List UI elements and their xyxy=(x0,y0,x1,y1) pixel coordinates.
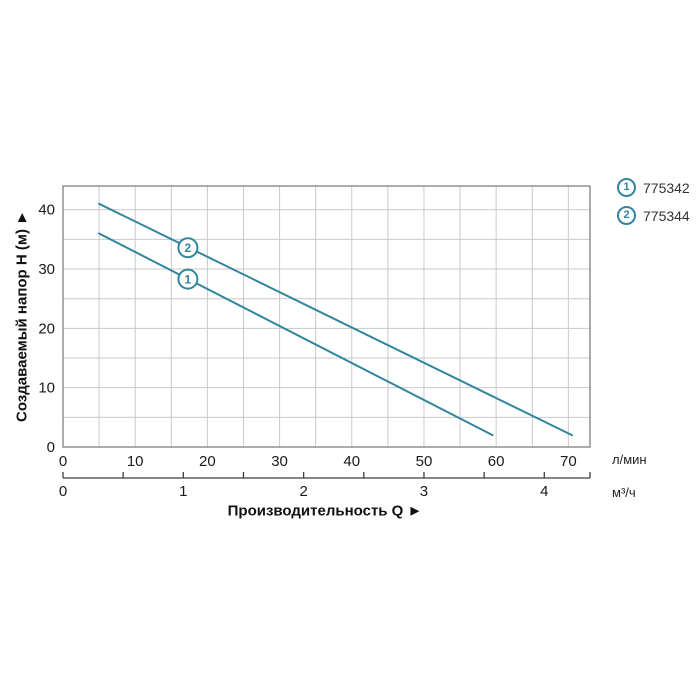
x2-tick-label: 3 xyxy=(420,483,428,500)
legend: 1 775342 2 775344 xyxy=(617,178,690,225)
x2-tick-label: 4 xyxy=(540,483,548,500)
curve-marker-2-label: 2 xyxy=(185,241,192,255)
legend-item-2: 2 775344 xyxy=(617,206,690,225)
x-tick-label: 50 xyxy=(416,453,433,470)
legend-label-2: 775344 xyxy=(643,207,690,224)
x-axis-unit-liters-per-minute: л/мин xyxy=(612,452,647,467)
legend-item-1: 1 775342 xyxy=(617,178,690,197)
x2-tick-label: 0 xyxy=(59,483,67,500)
plot-frame xyxy=(62,185,591,448)
legend-marker-1-icon: 1 xyxy=(617,178,636,197)
x-tick-label: 0 xyxy=(59,453,67,470)
x-tick-label: 70 xyxy=(560,453,577,470)
y-tick-label: 30 xyxy=(38,261,55,278)
y-tick-label: 10 xyxy=(38,380,55,397)
y-tick-label: 40 xyxy=(38,202,55,219)
x-axis-unit-cubic-meters-per-hour: м³/ч xyxy=(612,485,636,500)
x2-tick-label: 2 xyxy=(299,483,307,500)
x-tick-label: 10 xyxy=(127,453,144,470)
x-tick-label: 40 xyxy=(343,453,360,470)
legend-label-1: 775342 xyxy=(643,179,690,196)
curve-marker-2-icon xyxy=(177,237,199,259)
curve-marker-1-icon xyxy=(177,268,199,290)
y-tick-label: 0 xyxy=(47,439,55,456)
x-axis-title: Производительность Q ► xyxy=(227,502,423,520)
x2-tick-label: 1 xyxy=(179,483,187,500)
y-axis-title: Создаваемый напор H (м) ► xyxy=(13,210,31,422)
curve-775344 xyxy=(98,202,573,437)
curve-775342 xyxy=(98,232,494,437)
x-tick-label: 30 xyxy=(271,453,288,470)
legend-marker-2-icon: 2 xyxy=(617,206,636,225)
curve-marker-1-label: 1 xyxy=(185,273,192,287)
y-tick-label: 20 xyxy=(38,320,55,337)
x-tick-label: 60 xyxy=(488,453,505,470)
x-tick-label: 20 xyxy=(199,453,216,470)
